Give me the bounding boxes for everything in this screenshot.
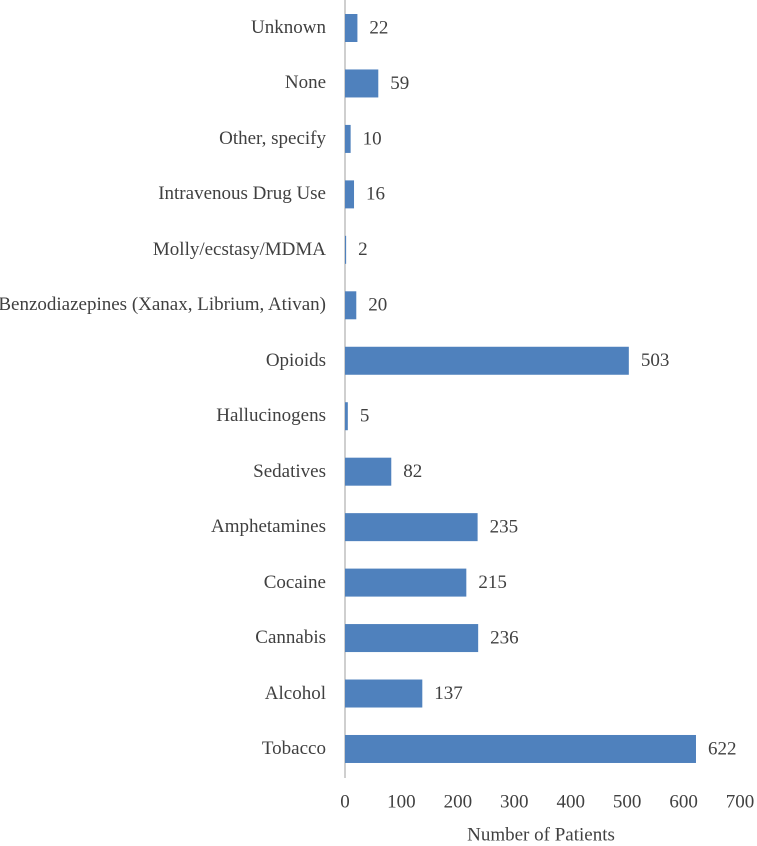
value-label: 2: [358, 239, 368, 260]
y-tick-label: Cocaine: [263, 571, 326, 593]
y-tick-label: Hallucinogens: [216, 405, 326, 427]
bar: [345, 346, 629, 375]
value-label: 82: [403, 461, 422, 482]
x-axis-title: Number of Patients: [467, 824, 615, 845]
bar: [345, 457, 392, 486]
y-tick-label: Amphetamines: [210, 516, 326, 538]
y-tick-label: Sedatives: [253, 460, 326, 482]
bar: [345, 235, 347, 264]
value-label: 503: [641, 350, 670, 371]
y-tick-label: None: [284, 72, 326, 94]
bar: [345, 124, 351, 153]
value-label: 10: [363, 128, 382, 149]
value-label: 5: [360, 406, 370, 427]
value-label: 59: [390, 73, 409, 94]
y-tick-label: Benzodiazepines (Xanax, Librium, Ativan): [0, 294, 326, 316]
y-tick-label: Other, specify: [219, 127, 326, 149]
bar: [345, 513, 478, 542]
bar: [345, 624, 479, 653]
x-tick-label: 700: [726, 791, 755, 812]
value-label: 22: [369, 17, 388, 38]
bar: [345, 14, 358, 42]
bar: [345, 180, 355, 209]
bar: [345, 402, 348, 431]
value-label: 16: [366, 184, 385, 205]
x-tick-label: 0: [340, 791, 350, 812]
y-tick-label: Molly/ecstasy/MDMA: [152, 238, 326, 260]
x-tick-label: 200: [444, 791, 473, 812]
value-label: 235: [490, 516, 519, 537]
y-tick-label: Alcohol: [264, 682, 326, 704]
value-label: 236: [490, 627, 518, 648]
value-label: 20: [368, 295, 387, 316]
bar: [345, 679, 423, 708]
x-tick-label: 100: [387, 791, 416, 812]
value-label: 215: [478, 572, 507, 593]
y-tick-label: Tobacco: [261, 737, 326, 759]
y-tick-label: Intravenous Drug Use: [158, 183, 326, 205]
y-tick-label: Unknown: [251, 17, 326, 38]
value-label: 622: [708, 738, 737, 759]
bar: [345, 291, 357, 320]
x-tick-label: 400: [556, 791, 585, 812]
y-tick-label: Cannabis: [255, 627, 326, 649]
bar: [345, 734, 696, 763]
x-tick-label: 300: [500, 791, 529, 812]
value-label: 137: [434, 683, 463, 704]
x-tick-label: 500: [613, 791, 642, 812]
x-tick-label: 600: [669, 791, 698, 812]
bar: [345, 568, 467, 597]
y-tick-label: Opioids: [265, 349, 326, 371]
bar: [345, 69, 379, 98]
